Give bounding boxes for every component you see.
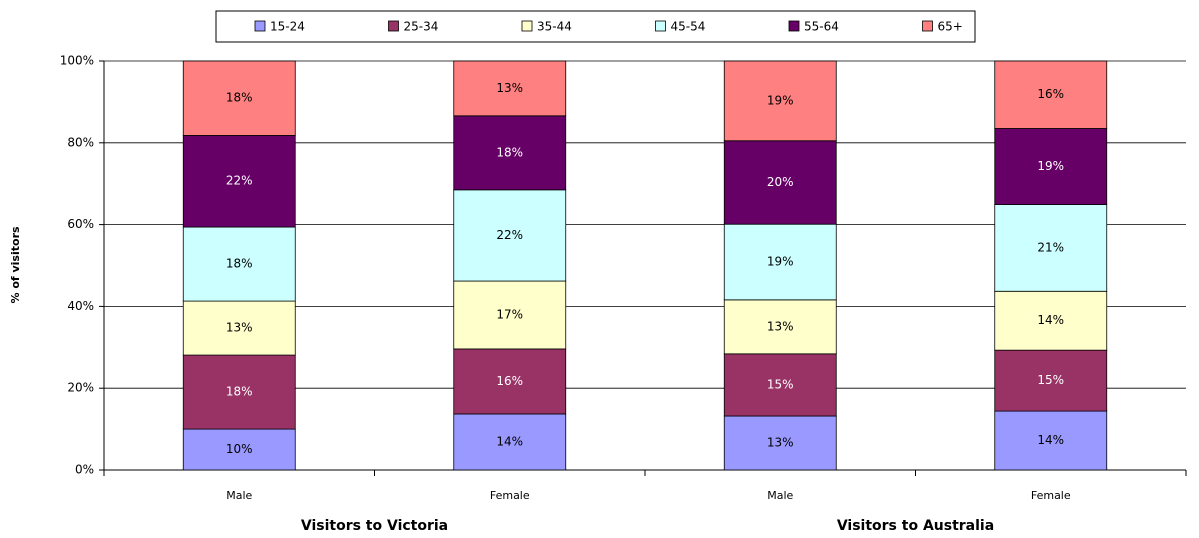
legend-swatch <box>922 20 933 32</box>
legend-swatch <box>254 20 266 32</box>
legend-swatch <box>521 20 533 32</box>
y-axis-label: % of visitors <box>9 226 22 304</box>
data-label: 14% <box>496 434 523 448</box>
data-label: 19% <box>1037 159 1064 173</box>
data-label: 22% <box>226 174 253 188</box>
bar-segment <box>182 354 296 430</box>
y-tick-label: 100% <box>60 54 94 68</box>
x-tick-label: Male <box>226 489 252 502</box>
data-label: 18% <box>226 91 253 105</box>
y-tick-label: 20% <box>67 381 94 395</box>
bar-segment <box>453 189 567 282</box>
data-label: 13% <box>767 436 794 450</box>
bar-segment <box>182 135 296 228</box>
data-label: 16% <box>1037 87 1064 101</box>
data-label: 14% <box>1037 433 1064 447</box>
legend-label: 35-44 <box>537 20 572 34</box>
bar-segment <box>453 348 567 415</box>
data-label: 22% <box>496 228 523 242</box>
bar-segment <box>723 353 837 417</box>
bar-segment <box>182 226 296 302</box>
bar-segment <box>453 60 567 117</box>
group-label: Visitors to Victoria <box>301 518 448 534</box>
legend-box <box>215 10 976 43</box>
group-label: Visitors to Australia <box>837 518 994 534</box>
legend-swatch <box>388 20 399 32</box>
bar-segment <box>723 60 837 142</box>
legend-label: 55-64 <box>804 20 839 34</box>
data-label: 17% <box>496 307 523 321</box>
bar-segment <box>723 140 837 225</box>
bar-segment <box>453 280 567 350</box>
y-tick-label: 0% <box>75 463 94 477</box>
bar-segment <box>994 204 1108 292</box>
y-tick-label: 80% <box>67 135 94 149</box>
data-label: 18% <box>226 385 253 399</box>
bar-segment <box>994 410 1108 471</box>
data-label: 20% <box>767 175 794 189</box>
y-tick-label: 40% <box>67 299 94 313</box>
legend-label: 15-24 <box>270 20 305 34</box>
data-label: 21% <box>1037 240 1064 254</box>
bar-segment <box>182 300 296 356</box>
y-tick-label: 60% <box>67 217 94 231</box>
legend-swatch <box>788 20 800 32</box>
data-label: 18% <box>226 257 253 271</box>
bar-segment <box>994 60 1108 129</box>
bar-segment <box>453 413 567 471</box>
bar-segment <box>723 415 837 471</box>
data-label: 13% <box>496 81 523 95</box>
data-label: 16% <box>496 374 523 388</box>
data-label: 18% <box>496 145 523 159</box>
legend-label: 65+ <box>938 20 963 34</box>
legend-label: 25-34 <box>404 20 439 34</box>
data-label: 10% <box>226 442 253 456</box>
data-label: 19% <box>767 93 794 107</box>
x-tick-label: Female <box>490 489 530 502</box>
data-label: 14% <box>1037 313 1064 327</box>
data-label: 13% <box>226 321 253 335</box>
data-label: 15% <box>1037 373 1064 387</box>
data-label: 13% <box>767 319 794 333</box>
bar-segment <box>994 349 1108 412</box>
bar-segment <box>453 115 567 191</box>
legend-swatch <box>655 20 666 32</box>
legend-label: 45-54 <box>671 20 706 34</box>
data-label: 19% <box>767 255 794 269</box>
bar-segment <box>994 128 1108 205</box>
bar-segment <box>182 60 296 136</box>
x-tick-label: Female <box>1031 489 1071 502</box>
bar-segment <box>723 223 837 301</box>
x-tick-label: Male <box>767 489 793 502</box>
data-label: 15% <box>767 377 794 391</box>
